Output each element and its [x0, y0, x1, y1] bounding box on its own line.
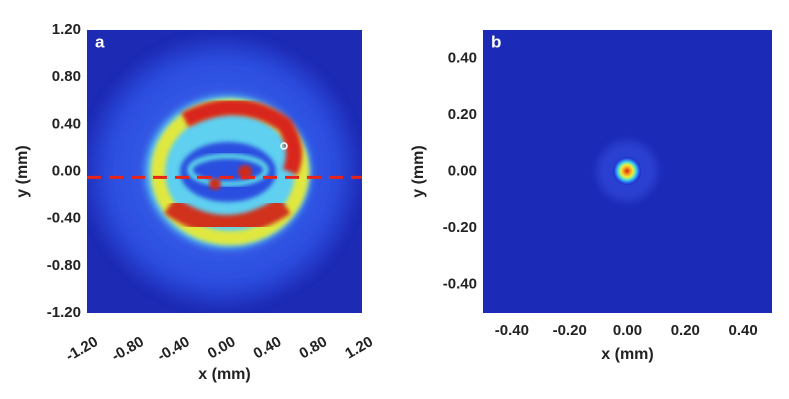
x-axis-label: x (mm)	[198, 366, 250, 383]
heatmap-a	[87, 30, 362, 313]
heatmap-b	[483, 30, 772, 313]
panel-label: b	[491, 32, 501, 51]
x-tick-label: -0.80	[109, 333, 147, 365]
y-tick-label: -0.80	[47, 257, 81, 274]
y-axis-label: y (mm)	[410, 145, 427, 197]
y-tick-label: 0.00	[448, 162, 477, 179]
x-tick-label: 0.40	[251, 333, 285, 362]
x-tick-label: 0.00	[613, 322, 642, 339]
x-tick-label: -0.40	[495, 322, 529, 339]
y-tick-label: 1.20	[52, 21, 81, 38]
x-tick-label: 0.00	[205, 333, 239, 362]
y-tick-label: -1.20	[47, 304, 81, 321]
y-axis-label: y (mm)	[14, 145, 31, 197]
x-tick-label: 1.20	[342, 333, 376, 362]
x-tick-label: 0.40	[728, 322, 757, 339]
x-tick-label: 0.80	[296, 333, 330, 362]
y-tick-label: 0.40	[448, 49, 477, 66]
y-tick-label: 0.20	[448, 106, 477, 123]
y-tick-label: 0.00	[52, 162, 81, 179]
y-tick-label: 0.40	[52, 115, 81, 132]
panel-label: a	[95, 32, 105, 51]
y-tick-label: -0.20	[443, 219, 477, 236]
x-axis-label: x (mm)	[601, 346, 653, 363]
x-tick-label: 0.20	[671, 322, 700, 339]
x-tick-label: -0.40	[155, 333, 193, 365]
y-tick-label: 0.80	[52, 68, 81, 85]
y-tick-label: -0.40	[47, 210, 81, 227]
x-tick-label: -0.20	[553, 322, 587, 339]
y-tick-label: -0.40	[443, 276, 477, 293]
x-tick-label: -1.20	[63, 333, 101, 365]
